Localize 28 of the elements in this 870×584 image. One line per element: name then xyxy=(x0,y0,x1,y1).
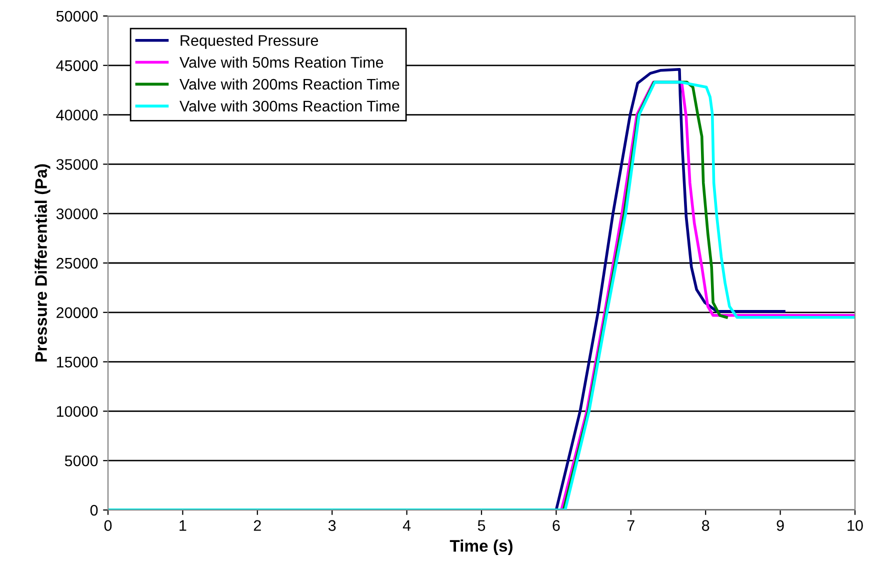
x-tick-label: 4 xyxy=(402,520,411,531)
x-tick-label: 0 xyxy=(104,520,112,531)
y-tick-label: 35000 xyxy=(56,159,98,170)
x-axis-title: Time (s) xyxy=(450,540,512,556)
x-tick-label: 9 xyxy=(776,520,784,531)
x-tick-label: 7 xyxy=(627,520,634,531)
y-tick-label: 25000 xyxy=(56,258,98,269)
y-tick-label: 40000 xyxy=(56,110,98,120)
x-tick-label: 10 xyxy=(848,520,863,531)
legend-label: Requested Pressure xyxy=(180,34,318,49)
legend-label: Valve with 200ms Reaction Time xyxy=(180,78,400,90)
x-tick-label: 8 xyxy=(702,520,710,531)
x-tick-label: 5 xyxy=(478,520,486,531)
y-axis-title: Pressure Differential (Pa) xyxy=(34,164,50,362)
legend-label: Valve with 300ms Reaction Time xyxy=(180,100,400,112)
y-tick-label: 30000 xyxy=(56,208,98,220)
x-tick-label: 1 xyxy=(180,520,186,531)
legend-label: Valve with 50ms Reation Time xyxy=(180,56,384,68)
y-tick-label: 10000 xyxy=(56,406,98,417)
y-tick-label: 50000 xyxy=(56,10,98,22)
y-tick-label: 45000 xyxy=(56,60,98,72)
y-tick-label: 5000 xyxy=(64,455,98,466)
y-tick-label: 15000 xyxy=(56,356,98,368)
x-tick-label: 3 xyxy=(328,520,336,531)
x-tick-label: 6 xyxy=(552,520,560,531)
y-tick-label: 20000 xyxy=(56,307,98,318)
y-tick-label: 0 xyxy=(90,504,98,516)
x-tick-label: 2 xyxy=(254,520,261,531)
